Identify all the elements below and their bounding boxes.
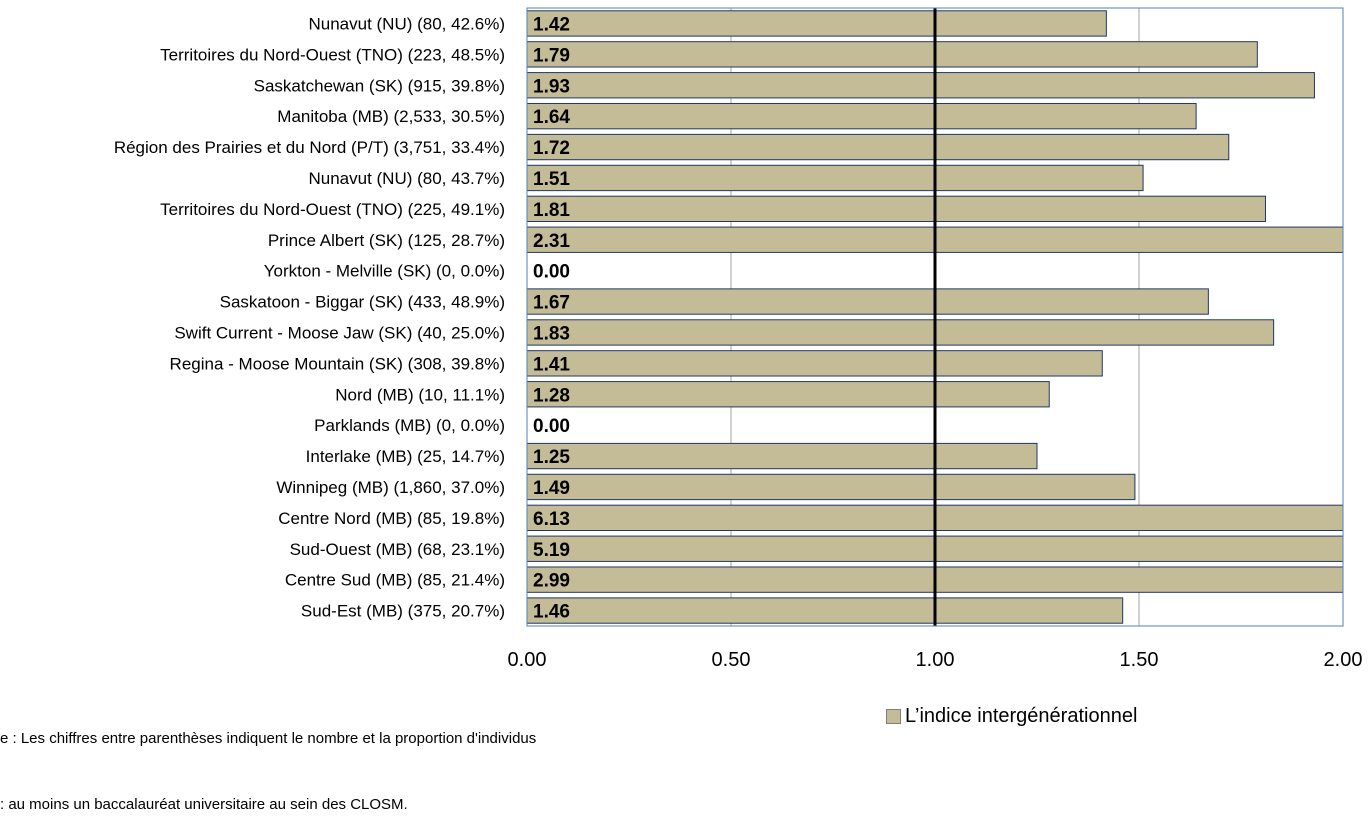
category-label: Sud-Est (MB) (375, 20.7%): [301, 602, 505, 621]
category-label: Centre Sud (MB) (85, 21.4%): [285, 571, 505, 590]
data-label: 1.81: [533, 200, 570, 221]
bar: [526, 442, 1038, 470]
data-label: 1.49: [533, 478, 570, 499]
bar: [526, 133, 1230, 161]
data-label: 5.19: [533, 540, 570, 561]
bar: [526, 350, 1103, 377]
bar: [526, 102, 1197, 130]
category-label: Regina - Moose Mountain (SK) (308, 39.8%…: [170, 354, 505, 373]
category-label: Sud-Ouest (MB) (68, 23.1%): [290, 540, 505, 559]
category-label: Prince Albert (SK) (125, 28.7%): [268, 231, 505, 250]
category-label: Interlake (MB) (25, 14.7%): [306, 447, 505, 466]
category-label: Parklands (MB) (0, 0.0%): [314, 416, 505, 435]
legend-label: L’indice intergénérationnel: [905, 705, 1138, 727]
data-label: 2.99: [533, 571, 570, 592]
data-label: 0.00: [533, 416, 570, 437]
bar: [526, 319, 1275, 346]
data-label: 1.42: [533, 14, 570, 35]
category-labels: Nunavut (NU) (80, 42.6%) Territoires du N…: [114, 14, 505, 620]
data-label: 1.41: [533, 354, 570, 375]
data-label: 0.00: [533, 262, 570, 283]
category-label: Saskatoon - Biggar (SK) (433, 48.9%): [220, 293, 505, 312]
bar: [526, 195, 1266, 223]
legend: L’indice intergénérationnel: [886, 705, 1137, 728]
data-labels: 1.42 1.79 1.93 1.64 1.72 1.51 1.81 2.31 0.00 1.67…: [533, 14, 570, 622]
data-label: 1.25: [533, 447, 570, 468]
category-label: Nunavut (NU) (80, 43.7%): [308, 169, 505, 188]
category-label: Région des Prairies et du Nord (P/T) (3,…: [114, 138, 505, 157]
plot-frame: [526, 7, 1344, 627]
chart-note: e : Les chiffres entre parenthèses indiq…: [0, 684, 760, 838]
bars: [526, 10, 1344, 624]
category-label: Nunavut (NU) (80, 42.6%): [308, 14, 505, 33]
x-axis-tick-labels: 0.00 0.50 1.00 1.50 2.00: [508, 649, 1363, 671]
category-label: Yorkton - Melville (SK) (0, 0.0%): [264, 262, 505, 281]
bar: [526, 41, 1258, 68]
bar: [526, 381, 1050, 408]
data-label: 1.93: [533, 76, 570, 97]
note-line-1: e : Les chiffres entre parenthèses indiq…: [0, 730, 537, 747]
bar: [526, 473, 1136, 501]
data-label: 1.72: [533, 138, 570, 159]
category-label: Manitoba (MB) (2,533, 30.5%): [277, 107, 505, 126]
x-tick-label: 0.00: [508, 649, 547, 671]
x-tick-label: 1.00: [916, 649, 955, 671]
category-label: Saskatchewan (SK) (915, 39.8%): [254, 76, 505, 95]
category-label: Winnipeg (MB) (1,860, 37.0%): [276, 478, 505, 497]
bar: [526, 72, 1315, 99]
data-label: 2.31: [533, 231, 570, 252]
bar: [526, 597, 1124, 624]
category-label: Swift Current - Moose Jaw (SK) (40, 25.0…: [174, 323, 505, 342]
bar: [526, 164, 1144, 192]
bar-chart: Nunavut (NU) (80, 42.6%) Territoires du N…: [114, 7, 1363, 671]
bar: [526, 288, 1209, 315]
data-label: 1.83: [533, 323, 570, 344]
x-tick-label: 1.50: [1120, 649, 1159, 671]
data-label: 1.46: [533, 602, 570, 623]
data-label: 1.28: [533, 385, 570, 406]
bar: [526, 10, 1107, 37]
category-label: Centre Nord (MB) (85, 19.8%): [278, 509, 505, 528]
x-tick-label: 0.50: [712, 649, 751, 671]
data-label: 6.13: [533, 509, 570, 530]
data-label: 1.51: [533, 169, 570, 190]
data-label: 1.79: [533, 45, 570, 66]
data-label: 1.67: [533, 293, 570, 314]
plot-frame-group: [526, 7, 1344, 627]
category-label: Nord (MB) (10, 11.1%): [335, 385, 505, 404]
legend-swatch: [886, 709, 901, 724]
data-label: 1.64: [533, 107, 570, 128]
category-label: Territoires du Nord-Ouest (TNO) (225, 49…: [160, 200, 505, 219]
x-tick-label: 2.00: [1324, 649, 1363, 671]
category-label: Territoires du Nord-Ouest (TNO) (223, 48…: [160, 45, 505, 64]
note-line-2: : au moins un baccalauréat universitaire…: [0, 796, 408, 813]
